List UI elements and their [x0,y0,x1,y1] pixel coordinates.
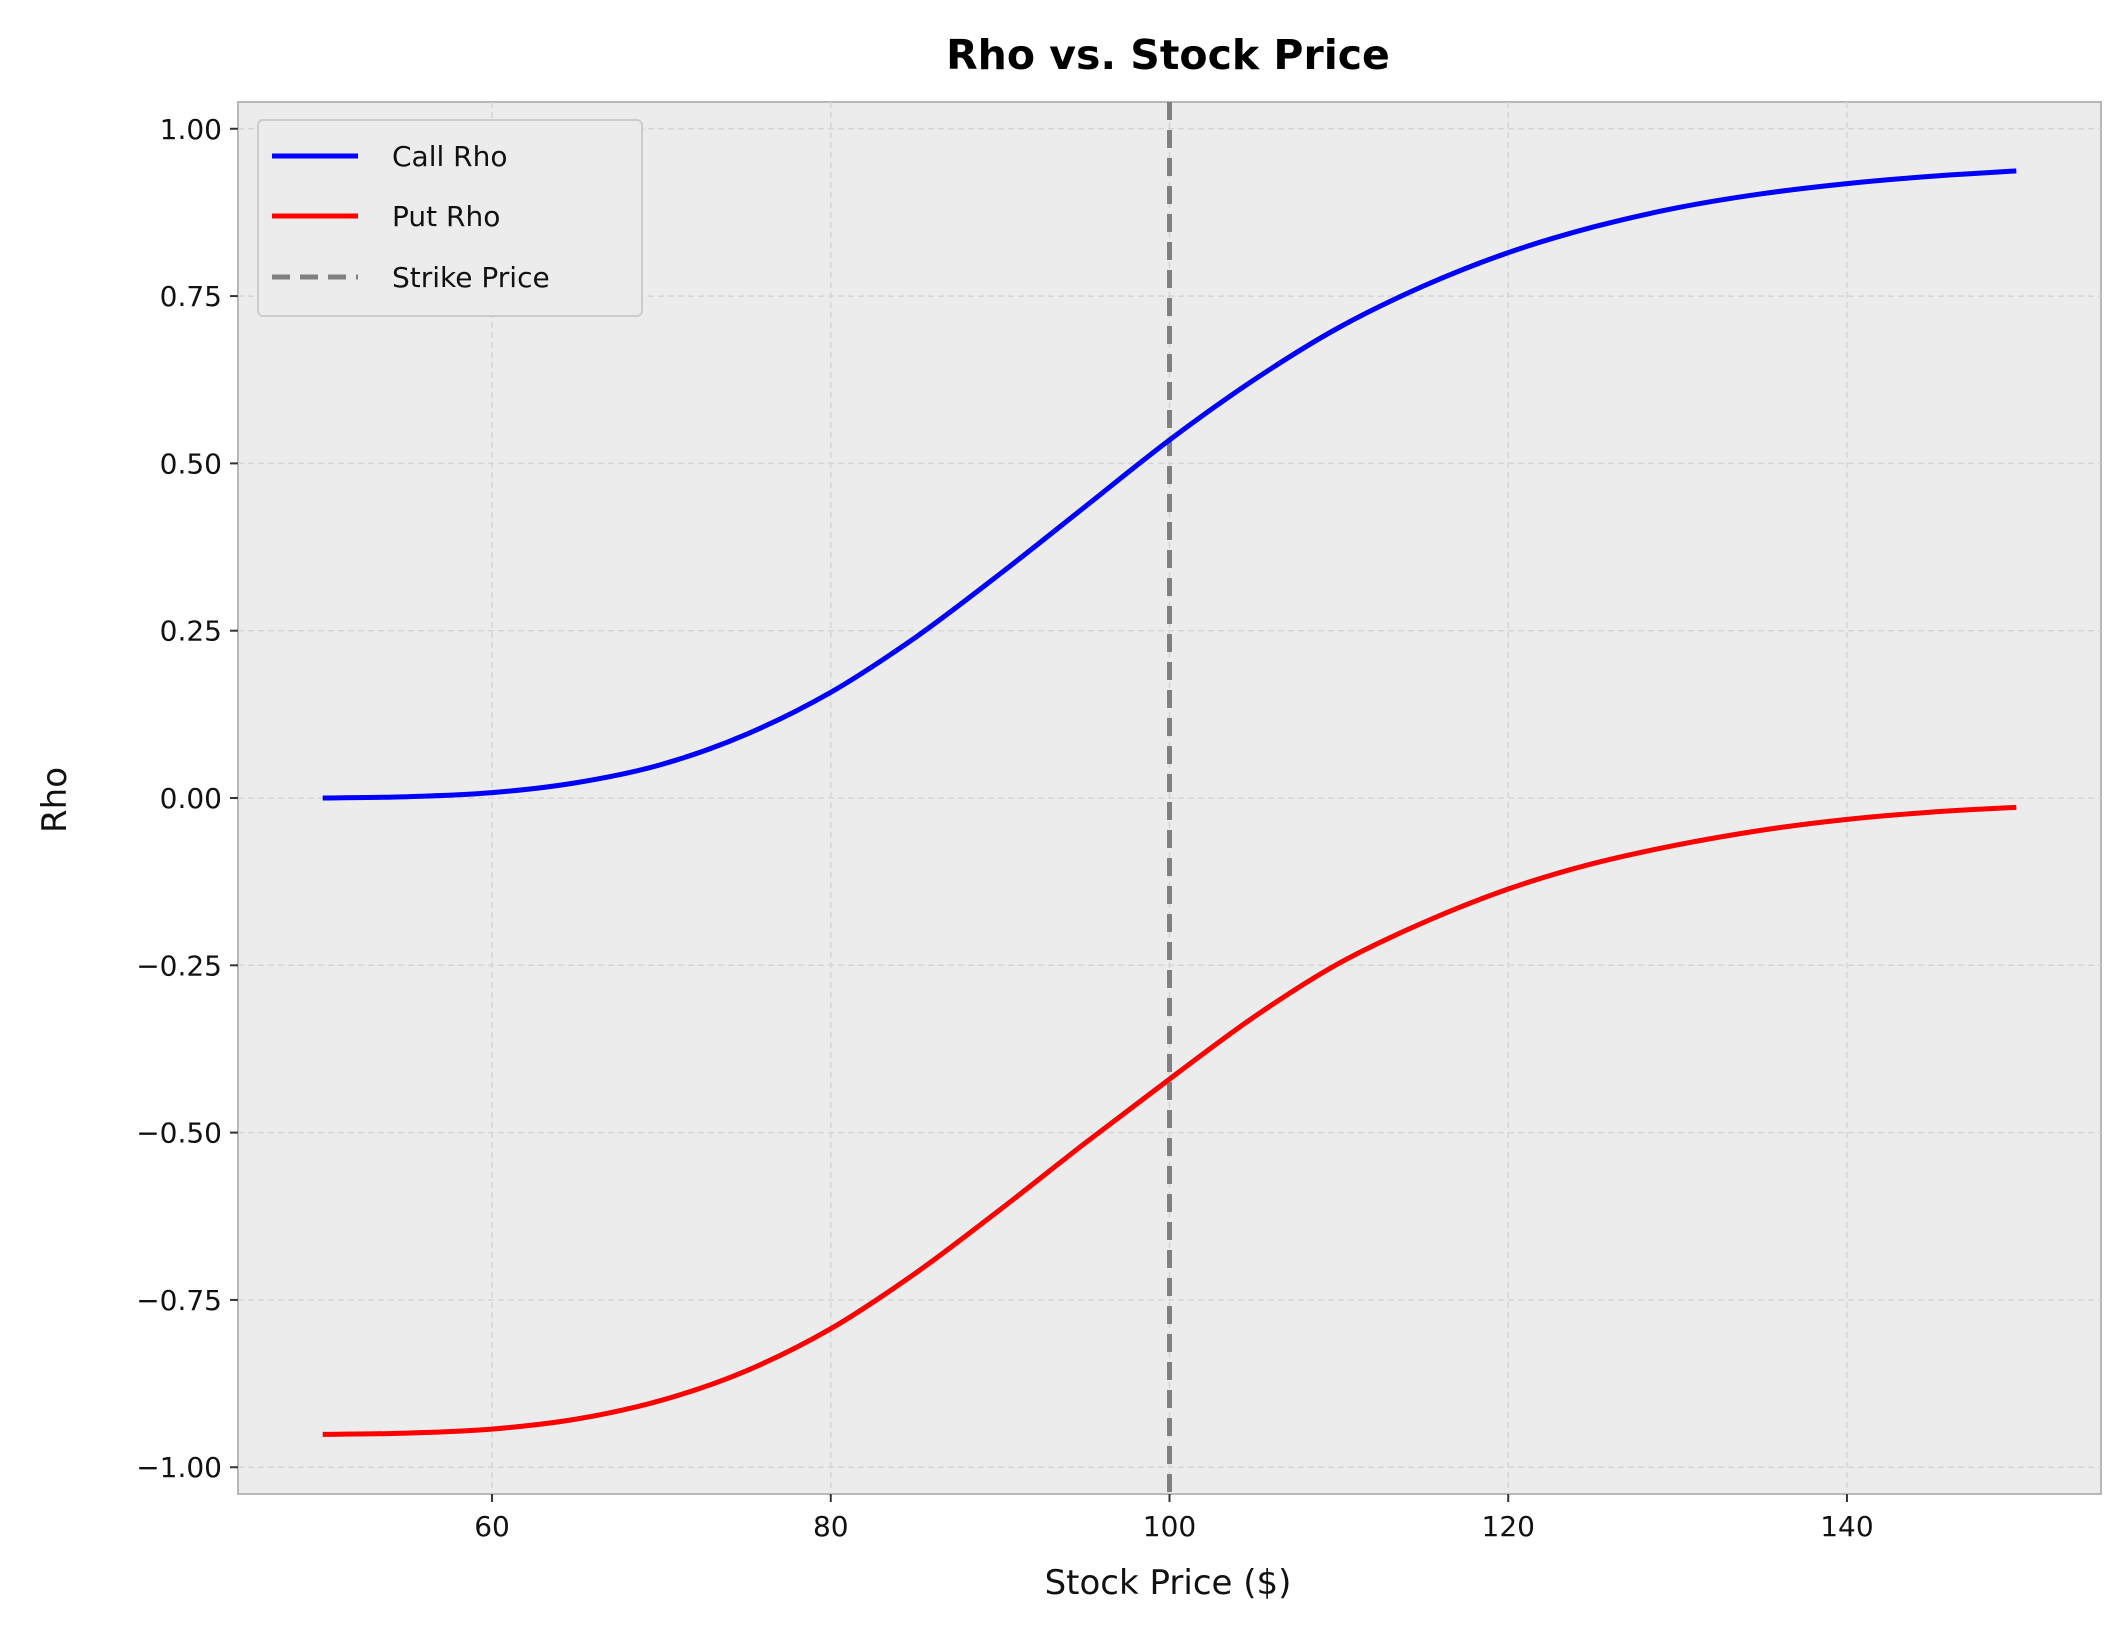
y-tick-label: −1.00 [136,1451,222,1484]
y-tick-label: −0.50 [136,1117,222,1150]
y-tick-label: 0.00 [160,782,222,815]
series-line-call-rho [322,168,2017,801]
x-tick-label: 80 [813,1510,849,1543]
y-tick-label: −0.25 [136,949,222,982]
legend-box [257,119,643,317]
y-axis: 1.00 0.75 0.50 0.25 0.00 −0.25 −0.50 −0.75 −1.00 [136,113,238,1484]
x-axis-label: Stock Price ($) [1045,1563,1292,1603]
legend: Call Rho Put Rho Strike Price [257,119,643,317]
x-tick-label: 120 [1482,1510,1535,1543]
y-tick-label: −0.75 [136,1284,222,1317]
y-tick-label: 0.50 [160,447,222,480]
legend-label-strike-price: Strike Price [392,261,550,294]
x-axis: 60 80 100 120 140 [474,1494,1874,1543]
chart-title: Rho vs. Stock Price [946,31,1390,79]
legend-label-put-rho: Put Rho [392,200,500,233]
grid [238,102,2101,1494]
y-tick-label: 1.00 [160,113,222,146]
series-line-put-rho [322,804,2017,1437]
x-tick-label: 60 [474,1510,510,1543]
x-tick-label: 140 [1820,1510,1873,1543]
legend-label-call-rho: Call Rho [392,140,508,173]
series-lines [322,168,2017,1437]
y-tick-label: 0.75 [160,280,222,313]
y-tick-label: 0.25 [160,615,222,648]
x-tick-label: 100 [1143,1510,1196,1543]
y-axis-label: Rho [35,767,75,833]
